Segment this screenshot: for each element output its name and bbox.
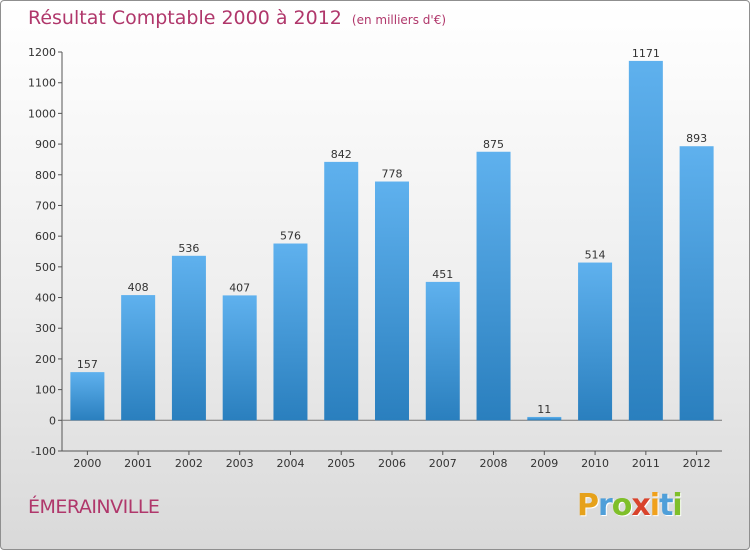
x-tick-label-2001: 2001 xyxy=(124,457,152,470)
bar-2007 xyxy=(425,281,460,421)
value-label-2008: 875 xyxy=(483,138,504,151)
bar-2010 xyxy=(578,262,613,421)
bar-2009 xyxy=(527,416,562,421)
bar-2005 xyxy=(324,161,359,421)
bars: 157 408 536 407 576 842 778 451 875 11 514 1171 893 xyxy=(70,47,714,421)
logo-letter: t xyxy=(659,488,673,523)
bar-2001 xyxy=(121,295,156,421)
x-tick-label-2008: 2008 xyxy=(480,457,508,470)
title-unit: (en milliers d'€) xyxy=(351,13,447,27)
bar-2012 xyxy=(679,146,714,421)
y-tick-label: 600 xyxy=(35,230,56,243)
logo-letter: i xyxy=(672,488,682,523)
y-tick-label: 1200 xyxy=(28,46,56,59)
y-tick-label: 500 xyxy=(35,261,56,274)
x-tick-label-2010: 2010 xyxy=(581,457,609,470)
y-tick-label: 200 xyxy=(35,353,56,366)
value-label-2010: 514 xyxy=(585,249,606,262)
y-tick-label: 800 xyxy=(35,169,56,182)
y-tick-label: 900 xyxy=(35,138,56,151)
bar-2002 xyxy=(171,255,206,421)
x-tick-label-2011: 2011 xyxy=(632,457,660,470)
logo-letter: x xyxy=(631,488,650,523)
value-label-2005: 842 xyxy=(331,148,352,161)
x-tick-label-2002: 2002 xyxy=(175,457,203,470)
logo-letter: i xyxy=(649,488,660,523)
x-tick-label-2005: 2005 xyxy=(327,457,355,470)
bar-2004 xyxy=(273,243,308,421)
x-tick-label-2003: 2003 xyxy=(226,457,254,470)
logo-letter: o xyxy=(611,488,633,523)
bar-2003 xyxy=(222,295,257,421)
bar-2000 xyxy=(70,372,105,421)
y-tick-label: 300 xyxy=(35,322,56,335)
x-tick-label-2006: 2006 xyxy=(378,457,406,470)
value-label-2004: 576 xyxy=(280,230,301,243)
value-label-2001: 408 xyxy=(128,281,149,294)
y-tick-label: -100 xyxy=(31,445,56,458)
bar-2008 xyxy=(476,151,511,421)
chart-title: Résultat Comptable 2000 à 2012 (en millie… xyxy=(28,7,446,29)
y-tick-label: 1100 xyxy=(28,77,56,90)
y-tick-label: 0 xyxy=(49,414,56,427)
y-tick-label: 100 xyxy=(35,384,56,397)
x-tick-label-2000: 2000 xyxy=(73,457,101,470)
x-tick-label-2012: 2012 xyxy=(683,457,711,470)
bar-2011 xyxy=(628,60,663,421)
value-label-2006: 778 xyxy=(382,168,403,181)
value-label-2012: 893 xyxy=(686,132,707,145)
bar-2006 xyxy=(375,181,409,421)
y-tick-label: 700 xyxy=(35,199,56,212)
value-label-2002: 536 xyxy=(178,242,199,255)
y-tick-label: 1000 xyxy=(28,107,56,120)
logo-letter: r xyxy=(598,488,613,523)
x-tick-label-2004: 2004 xyxy=(276,457,304,470)
title-main: Résultat Comptable 2000 à 2012 xyxy=(28,7,342,29)
value-label-2007: 451 xyxy=(432,268,453,281)
x-tick-label-2009: 2009 xyxy=(530,457,558,470)
commune-name: ÉMERAINVILLE xyxy=(28,496,160,518)
value-label-2000: 157 xyxy=(77,358,98,371)
value-label-2011: 1171 xyxy=(632,47,660,60)
value-label-2003: 407 xyxy=(229,281,250,294)
y-tick-label: 400 xyxy=(35,292,56,305)
axes: -100 0 100 200 300 400 500 600 700 800 900 1000 1100… xyxy=(28,46,722,470)
logo-letter: P xyxy=(577,488,599,523)
proxiti-logo[interactable]: Proxiti xyxy=(577,488,683,523)
value-label-2009: 11 xyxy=(537,403,551,416)
x-tick-label-2007: 2007 xyxy=(429,457,457,470)
